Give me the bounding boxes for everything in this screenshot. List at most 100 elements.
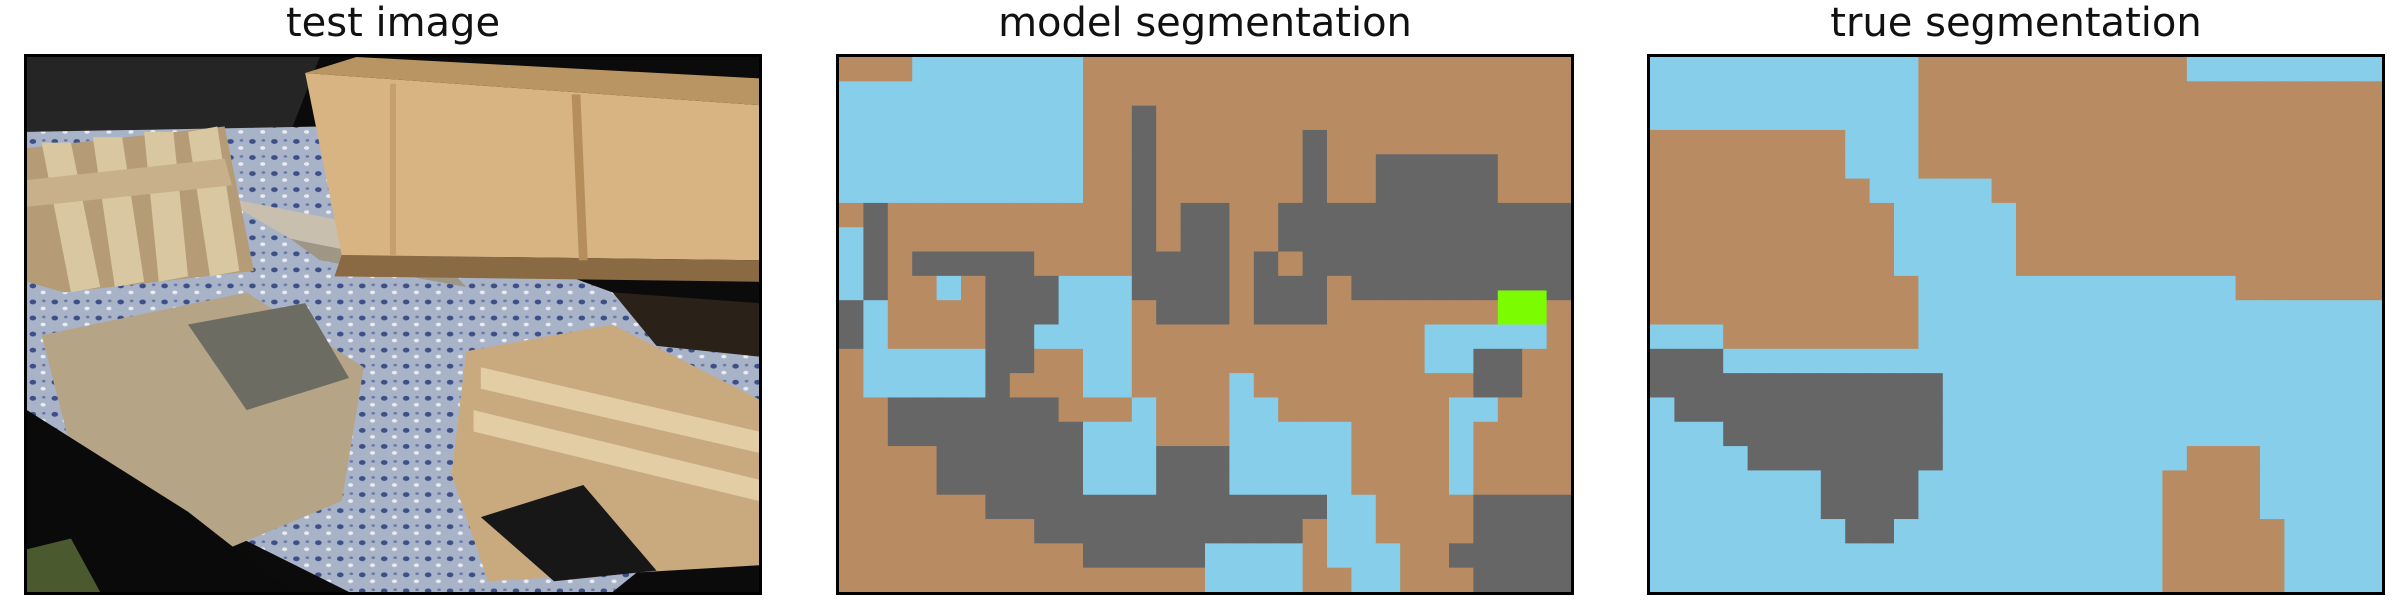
segmentation-cell [936,470,962,496]
segmentation-cell [1473,373,1499,398]
segmentation-cell [887,543,913,569]
segmentation-cell [1546,154,1571,180]
segmentation-cell [2260,543,2285,569]
segmentation-cell [2113,105,2139,131]
segmentation-cell [2186,154,2212,180]
segmentation-cell [887,129,913,155]
segmentation-cell [1674,543,1700,569]
segmentation-cell [2260,251,2285,277]
segmentation-cell [1278,275,1304,301]
segmentation-cell [1205,227,1230,253]
segmentation-cell [1942,129,1968,155]
segmentation-cell [2308,154,2334,180]
segmentation-cell [1278,227,1304,253]
segmentation-cell [1942,81,1968,107]
segmentation-cell [1302,129,1328,155]
segmentation-cell [839,105,864,131]
segmentation-cell [1302,178,1328,204]
segmentation-cell [2357,470,2382,496]
segmentation-cell [1424,446,1450,471]
segmentation-cell [887,81,913,107]
segmentation-cell [1869,494,1895,520]
segmentation-cell [1723,275,1749,301]
segmentation-cell [2333,81,2359,107]
segmentation-cell [1253,227,1279,253]
segmentation-cell [1991,129,2017,155]
segmentation-cell [2138,567,2163,592]
segmentation-cell [912,446,938,471]
segmentation-cell [1449,300,1474,325]
segmentation-cell [2357,348,2382,374]
segmentation-cell [2113,275,2139,301]
segmentation-cell [1424,275,1450,301]
segmentation-cell [1674,251,1700,277]
segmentation-cell [1009,543,1035,569]
segmentation-cell [2333,57,2359,82]
segmentation-cell [1156,251,1182,277]
segmentation-cell [1522,154,1548,180]
segmentation-cell [1473,348,1499,374]
segmentation-cell [839,397,864,423]
segmentation-cell [887,178,913,204]
segmentation-cell [936,494,962,520]
segmentation-cell [1180,397,1206,423]
segmentation-cell [1772,251,1797,277]
segmentation-cell [1869,567,1895,592]
segmentation-cell [985,105,1011,131]
segmentation-cell [1820,494,1846,520]
segmentation-cell [2284,421,2310,447]
segmentation-cell [1698,373,1724,398]
segmentation-cell [863,397,889,423]
segmentation-cell [2308,57,2334,82]
segmentation-cell [1796,154,1822,180]
segmentation-cell [912,275,938,301]
segmentation-cell [1058,178,1084,204]
segmentation-cell [1449,105,1474,131]
segmentation-cell [1034,421,1060,447]
segmentation-cell [2284,129,2310,155]
segmentation-cell [839,227,864,253]
segmentation-cell [2235,397,2261,423]
segmentation-cell [2016,178,2041,204]
segmentation-cell [1009,81,1035,107]
segmentation-cell [1723,348,1749,374]
segmentation-cell [2064,202,2090,228]
segmentation-cell [1253,567,1279,592]
segmentation-cell [2064,154,2090,180]
segmentation-cell [2235,202,2261,228]
segmentation-cell [1107,105,1133,131]
segmentation-cell [2016,129,2041,155]
segmentation-cell [1820,397,1846,423]
segmentation-cell [1205,300,1230,325]
segmentation-cell [1278,567,1304,592]
segmentation-cell [1375,519,1401,544]
segmentation-cell [2308,543,2334,569]
segmentation-cell [1302,81,1328,107]
segmentation-cell [2064,567,2090,592]
segmentation-cell [1131,129,1157,155]
segmentation-cell [1894,567,1919,592]
segmentation-cell [1424,300,1450,325]
segmentation-cell [2089,275,2115,301]
segmentation-cell [1796,397,1822,423]
segmentation-cell [1869,300,1895,325]
segmentation-cell [1967,227,1993,253]
segmentation-cell [1278,300,1304,325]
segmentation-cell [1449,494,1474,520]
segmentation-cell [2089,373,2115,398]
segmentation-cell [2211,543,2237,569]
segmentation-cell [2211,227,2237,253]
segmentation-cell [2186,446,2212,471]
true-segmentation-frame [1647,54,2385,595]
segmentation-cell [1302,202,1328,228]
segmentation-cell [1253,202,1279,228]
segmentation-cell [1473,275,1499,301]
segmentation-cell [1083,202,1108,228]
segmentation-cell [2211,494,2237,520]
segmentation-cell [839,348,864,374]
segmentation-cell [1820,251,1846,277]
segmentation-cell [1747,300,1773,325]
segmentation-cell [936,421,962,447]
segmentation-cell [2357,105,2382,131]
segmentation-cell [1473,421,1499,447]
